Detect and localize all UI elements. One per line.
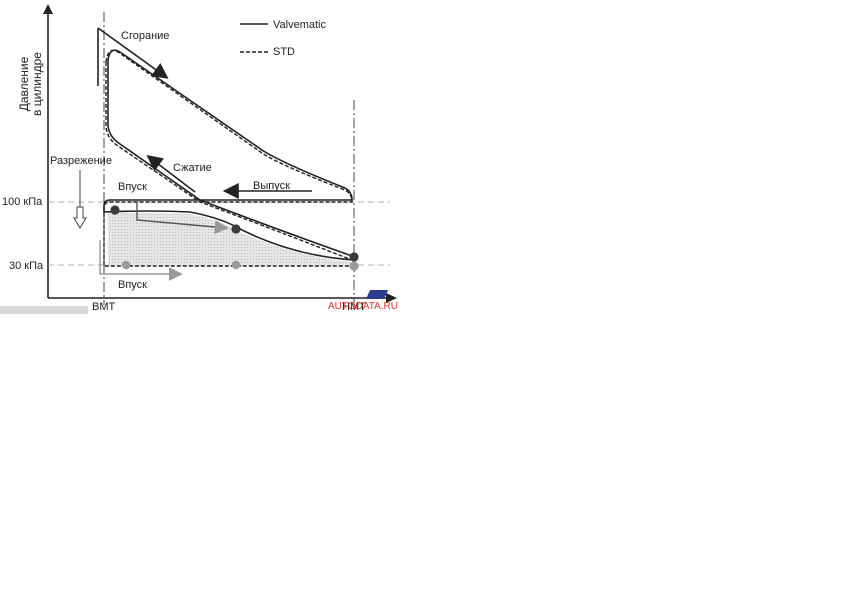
watermark-text: AUTODATA.RU bbox=[328, 301, 398, 312]
tick-30kpa: 30 кПа bbox=[9, 260, 44, 272]
markers bbox=[110, 205, 359, 271]
tick-nmt: НМТ bbox=[342, 301, 366, 313]
marker-dark-1 bbox=[110, 205, 120, 215]
y-axis-arrow-icon bbox=[43, 4, 53, 14]
legend: Valvematic STD bbox=[240, 19, 326, 58]
legend-std-label: STD bbox=[273, 46, 295, 58]
marker-grey-3 bbox=[349, 261, 359, 271]
compression-arrow-icon bbox=[146, 155, 196, 193]
y-axis-label-line1: Давление bbox=[17, 56, 31, 111]
marker-grey-2 bbox=[231, 260, 241, 270]
combustion-label: Сгорание bbox=[121, 30, 169, 42]
intake-lower-label: Впуск bbox=[118, 279, 147, 291]
marker-dark-2 bbox=[231, 224, 241, 234]
exhaust-label: Выпуск bbox=[253, 180, 290, 192]
watermark-logo-icon bbox=[366, 290, 388, 299]
compression-label: Сжатие bbox=[173, 162, 212, 174]
std-curve bbox=[103, 49, 353, 267]
marker-dark-3 bbox=[349, 252, 359, 262]
x-axis-arrow-icon bbox=[386, 293, 397, 303]
combustion-arrow-icon bbox=[97, 27, 169, 79]
vacuum-arrow-icon bbox=[73, 170, 87, 229]
pumping-loss-area bbox=[108, 212, 350, 265]
vacuum-label: Разрежение bbox=[50, 155, 112, 167]
process-arrows bbox=[73, 27, 312, 281]
intake-lower-arrow-icon bbox=[99, 240, 183, 281]
intake-upper-label: Впуск bbox=[118, 181, 147, 193]
tick-bmt: ВМТ bbox=[92, 301, 116, 313]
tick-100kpa: 100 кПа bbox=[2, 196, 43, 208]
axes bbox=[43, 4, 397, 303]
valvematic-curve bbox=[97, 28, 355, 261]
y-axis-label-line2: в цилиндре bbox=[30, 52, 44, 116]
marker-grey-1 bbox=[121, 260, 131, 270]
intake-upper-arrow-icon bbox=[136, 200, 229, 234]
y-axis-label: Давление в цилиндре bbox=[17, 52, 44, 116]
watermark: AUTODATA.RU bbox=[0, 290, 398, 314]
legend-valvematic-label: Valvematic bbox=[273, 19, 326, 31]
watermark-bar bbox=[0, 306, 88, 314]
